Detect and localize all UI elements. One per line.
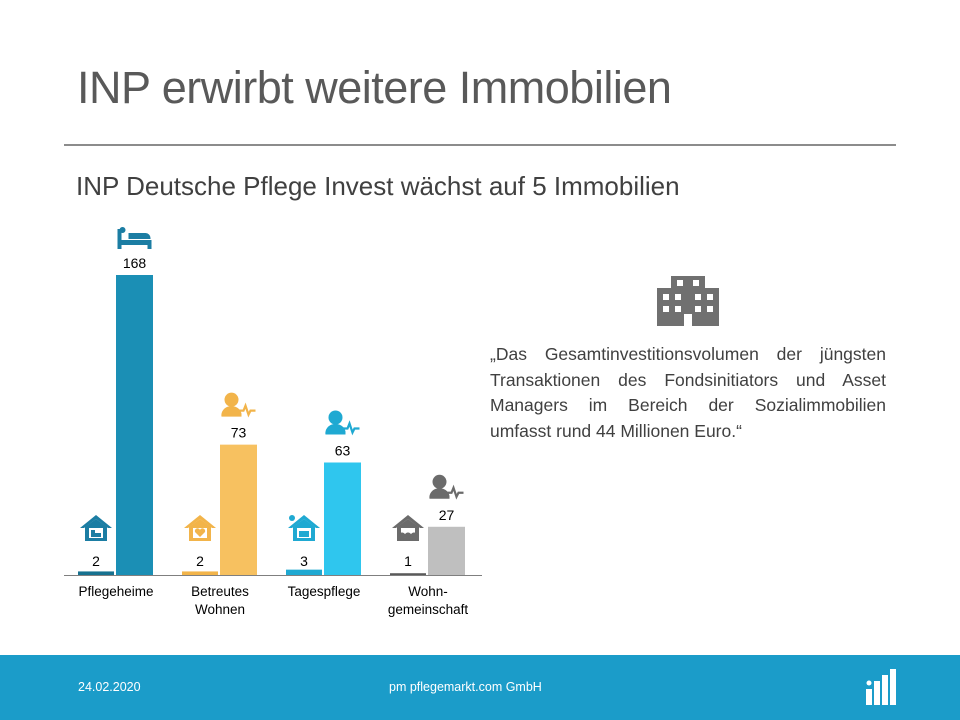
bar-large (324, 462, 361, 575)
x-tick-label: Wohnen (195, 602, 245, 617)
slide-subtitle: INP Deutsche Pflege Invest wächst auf 5 … (76, 171, 680, 201)
footer-company: pm pflegemarkt.com GmbH (389, 680, 542, 694)
bar-small (182, 571, 218, 575)
person-pulse-icon (325, 410, 360, 436)
house-people-icon (392, 515, 424, 541)
house-sun-icon (288, 515, 320, 541)
bed-icon (117, 227, 152, 249)
bar-large (116, 275, 153, 575)
footer-bar: 24.02.2020 pm pflegemarkt.com GmbH (0, 655, 960, 720)
house-bed-icon (80, 515, 112, 541)
slide-title: INP erwirbt weitere Immobilien (77, 62, 672, 113)
quote-text: „Das Gesamtinvestitionsvolumen der jüngs… (490, 344, 886, 441)
office-building-icon (657, 276, 719, 326)
data-label: 27 (439, 507, 455, 523)
bar-large (220, 444, 257, 575)
bar-small (286, 569, 322, 575)
data-label: 1 (404, 553, 412, 569)
house-heart-icon (184, 515, 216, 541)
pflegemarkt-logo-icon (866, 669, 896, 705)
data-label: 168 (123, 255, 147, 271)
data-label: 2 (92, 553, 100, 569)
data-label: 2 (196, 553, 204, 569)
x-tick-label: Tagespflege (288, 584, 361, 599)
title-divider (64, 144, 896, 146)
x-tick-label: Betreutes (191, 584, 249, 599)
x-tick-label: Pflegeheime (78, 584, 153, 599)
data-label: 73 (231, 425, 247, 441)
x-tick-label: Wohn- (408, 584, 448, 599)
bar-small (390, 573, 426, 575)
data-label: 3 (300, 553, 308, 569)
bar-large (428, 526, 465, 575)
person-pulse-icon (221, 392, 256, 418)
data-label: 63 (335, 443, 351, 459)
bar-small (78, 571, 114, 575)
person-pulse-icon (429, 474, 464, 500)
x-tick-label: gemeinschaft (388, 602, 469, 617)
footer-date: 24.02.2020 (78, 680, 141, 694)
